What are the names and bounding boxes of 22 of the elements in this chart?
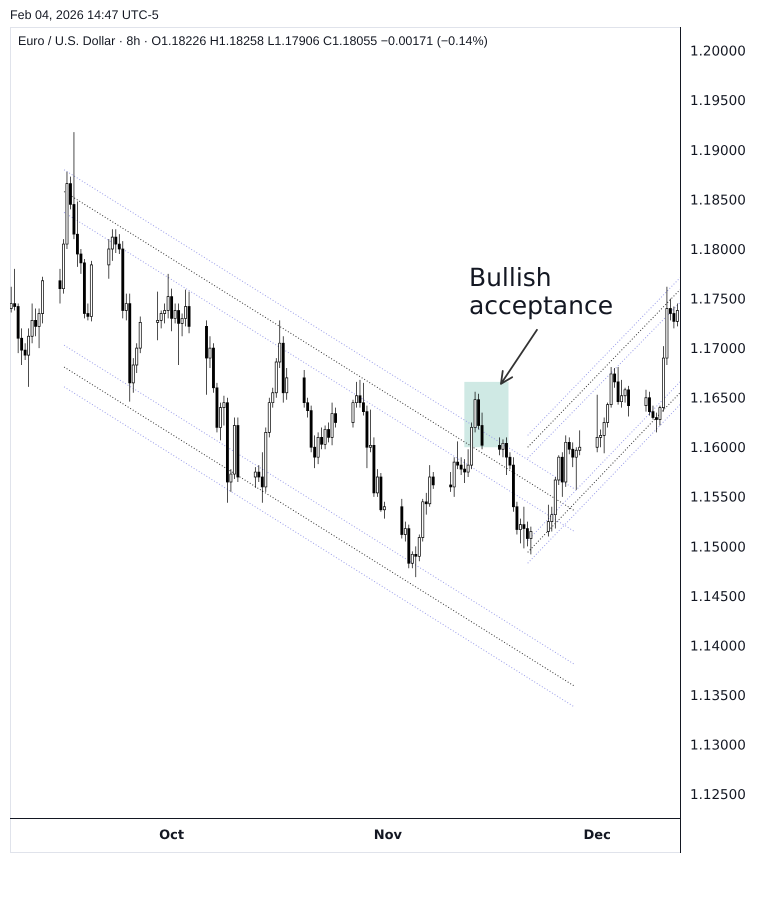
y-tick-label: 1.19500 bbox=[690, 93, 746, 110]
y-tick-label: 1.17500 bbox=[690, 291, 746, 308]
y-tick-label: 1.12500 bbox=[690, 787, 746, 804]
text: Feb 04, 2026 14:47 UTC-5 bbox=[10, 8, 159, 22]
y-tick-label: 1.20000 bbox=[690, 44, 746, 60]
y-tick-label: 1.18000 bbox=[690, 242, 746, 258]
text: Euro / U.S. Dollar · 8h · O1.18226 H1.18258 L1.17906 C1.18055 −0.00171 (−0.14%) bbox=[18, 34, 488, 48]
annotation: Bullish acceptance bbox=[468, 262, 614, 320]
y-tick-label: 1.14000 bbox=[690, 638, 746, 654]
y-tick-label: 1.17000 bbox=[690, 341, 746, 358]
x-tick-label: Nov bbox=[374, 828, 403, 843]
y-tick-label: 1.13500 bbox=[690, 688, 746, 704]
y-tick-label: 1.16000 bbox=[690, 440, 746, 456]
y-tick-label: 1.15000 bbox=[690, 539, 746, 556]
x-tick-label: Dec bbox=[583, 828, 611, 843]
y-tick-label: 1.14500 bbox=[690, 588, 746, 605]
x-tick-label: Oct bbox=[159, 828, 184, 843]
y-tick-label: 1.19000 bbox=[690, 142, 746, 159]
y-tick-label: 1.15500 bbox=[690, 490, 746, 506]
y-tick-label: 1.18500 bbox=[690, 192, 746, 208]
y-tick-label: 1.13000 bbox=[690, 738, 746, 754]
y-tick-label: 1.16500 bbox=[690, 390, 746, 407]
